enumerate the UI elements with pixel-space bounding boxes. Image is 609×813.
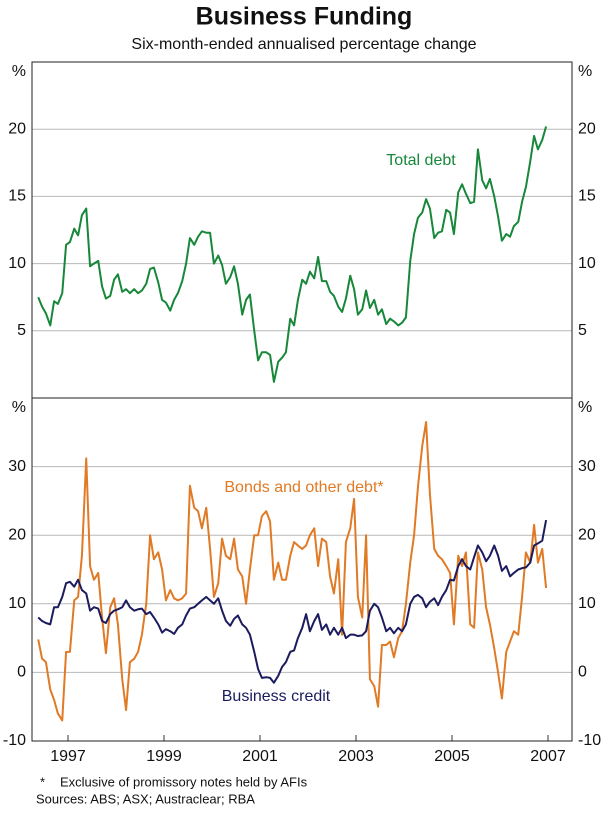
panel-frame	[31, 61, 573, 399]
y-tick-label: 10	[8, 255, 26, 272]
x-tick-label: 2007	[530, 748, 566, 765]
data-line	[37, 421, 548, 722]
y-axis-label: %	[12, 63, 26, 80]
x-tick-label: 1999	[146, 748, 182, 765]
series-label: Total debt	[386, 152, 456, 169]
y-tick-label: -10	[3, 732, 26, 749]
chart-subtitle: Six-month-ended annualised percentage ch…	[131, 36, 476, 53]
y2-tick-label: 15	[578, 188, 596, 205]
y-tick-label: 5	[17, 322, 26, 339]
x-tick-label: 1997	[50, 748, 86, 765]
footnote: Exclusive of promissory notes held by AF…	[60, 774, 308, 789]
chart-title: Business Funding	[196, 3, 413, 31]
x-tick-label: 2003	[338, 748, 374, 765]
y-tick-label: 20	[8, 120, 26, 137]
y2-tick-label: -10	[578, 732, 601, 749]
y2-tick-label: 10	[578, 255, 596, 272]
y2-tick-label: 5	[578, 322, 587, 339]
y2-axis-label: %	[578, 63, 592, 80]
sources: Sources: ABS; ASX; Austraclear; RBA	[36, 791, 255, 806]
y-tick-label: 0	[17, 664, 26, 681]
y-axis-label: %	[12, 399, 26, 416]
x-tick-label: 2005	[434, 748, 470, 765]
y-tick-label: 10	[8, 595, 26, 612]
y-tick-label: 15	[8, 188, 26, 205]
y2-tick-label: 30	[578, 458, 596, 475]
y2-tick-label: 0	[578, 664, 587, 681]
x-tick-label: 2001	[242, 748, 278, 765]
series-label: Bonds and other debt*	[224, 479, 383, 496]
y2-tick-label: 20	[578, 120, 596, 137]
y-tick-label: 30	[8, 458, 26, 475]
series-label: Business credit	[222, 688, 331, 705]
data-line	[37, 126, 548, 383]
y2-tick-label: 20	[578, 526, 596, 543]
y2-axis-label: %	[578, 399, 592, 416]
footnote-marker: *	[40, 774, 45, 789]
y2-tick-label: 10	[578, 595, 596, 612]
y-tick-label: 20	[8, 526, 26, 543]
data-line	[37, 519, 548, 684]
panel-frame	[31, 397, 573, 742]
